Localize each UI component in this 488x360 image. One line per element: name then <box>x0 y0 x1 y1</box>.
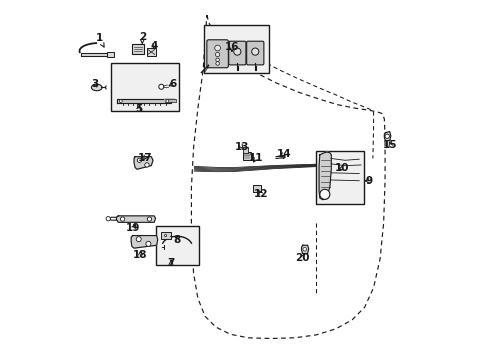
Text: 4: 4 <box>150 41 158 51</box>
FancyBboxPatch shape <box>204 25 268 73</box>
Text: 18: 18 <box>133 250 147 260</box>
FancyBboxPatch shape <box>246 41 264 65</box>
Circle shape <box>384 134 388 138</box>
Text: 2: 2 <box>139 32 145 44</box>
Circle shape <box>164 234 166 237</box>
Polygon shape <box>164 99 175 102</box>
FancyBboxPatch shape <box>315 150 363 204</box>
FancyBboxPatch shape <box>252 185 261 192</box>
Circle shape <box>215 52 219 57</box>
Circle shape <box>136 237 141 242</box>
Text: 8: 8 <box>173 235 181 245</box>
Circle shape <box>215 62 219 65</box>
Text: 16: 16 <box>224 42 239 52</box>
Circle shape <box>119 100 122 103</box>
FancyBboxPatch shape <box>111 63 179 111</box>
FancyBboxPatch shape <box>156 226 198 265</box>
Circle shape <box>215 58 219 62</box>
Text: 7: 7 <box>167 258 174 268</box>
Text: 9: 9 <box>365 176 372 186</box>
FancyBboxPatch shape <box>146 48 156 55</box>
Text: 14: 14 <box>276 149 291 159</box>
Polygon shape <box>117 99 171 103</box>
Circle shape <box>233 48 241 55</box>
Text: 19: 19 <box>126 224 140 233</box>
Polygon shape <box>319 152 330 200</box>
Circle shape <box>159 84 163 89</box>
Polygon shape <box>131 235 158 248</box>
Circle shape <box>303 247 306 251</box>
Circle shape <box>120 217 124 221</box>
Text: 3: 3 <box>91 79 99 89</box>
Circle shape <box>319 189 329 199</box>
Text: 15: 15 <box>383 140 397 150</box>
Text: 6: 6 <box>169 79 176 89</box>
Polygon shape <box>116 216 155 222</box>
Polygon shape <box>134 157 153 169</box>
Text: 17: 17 <box>137 153 152 163</box>
Text: 12: 12 <box>253 189 267 199</box>
FancyBboxPatch shape <box>107 51 114 57</box>
Circle shape <box>137 158 142 162</box>
Text: 1: 1 <box>96 33 104 47</box>
Circle shape <box>144 163 149 167</box>
Circle shape <box>147 217 151 221</box>
Text: 20: 20 <box>294 253 308 263</box>
Circle shape <box>145 241 151 246</box>
Circle shape <box>251 48 258 55</box>
Text: 11: 11 <box>248 153 263 163</box>
Polygon shape <box>301 245 308 253</box>
Text: 13: 13 <box>234 142 249 152</box>
Polygon shape <box>384 132 390 140</box>
Circle shape <box>106 217 110 221</box>
FancyBboxPatch shape <box>242 147 248 153</box>
Circle shape <box>165 100 168 103</box>
FancyBboxPatch shape <box>243 152 250 159</box>
FancyBboxPatch shape <box>132 44 143 54</box>
Ellipse shape <box>91 84 102 91</box>
Text: 10: 10 <box>334 163 349 173</box>
FancyBboxPatch shape <box>161 232 170 239</box>
FancyBboxPatch shape <box>228 41 245 65</box>
Text: 5: 5 <box>135 104 142 114</box>
FancyBboxPatch shape <box>206 40 228 68</box>
Circle shape <box>214 45 220 51</box>
